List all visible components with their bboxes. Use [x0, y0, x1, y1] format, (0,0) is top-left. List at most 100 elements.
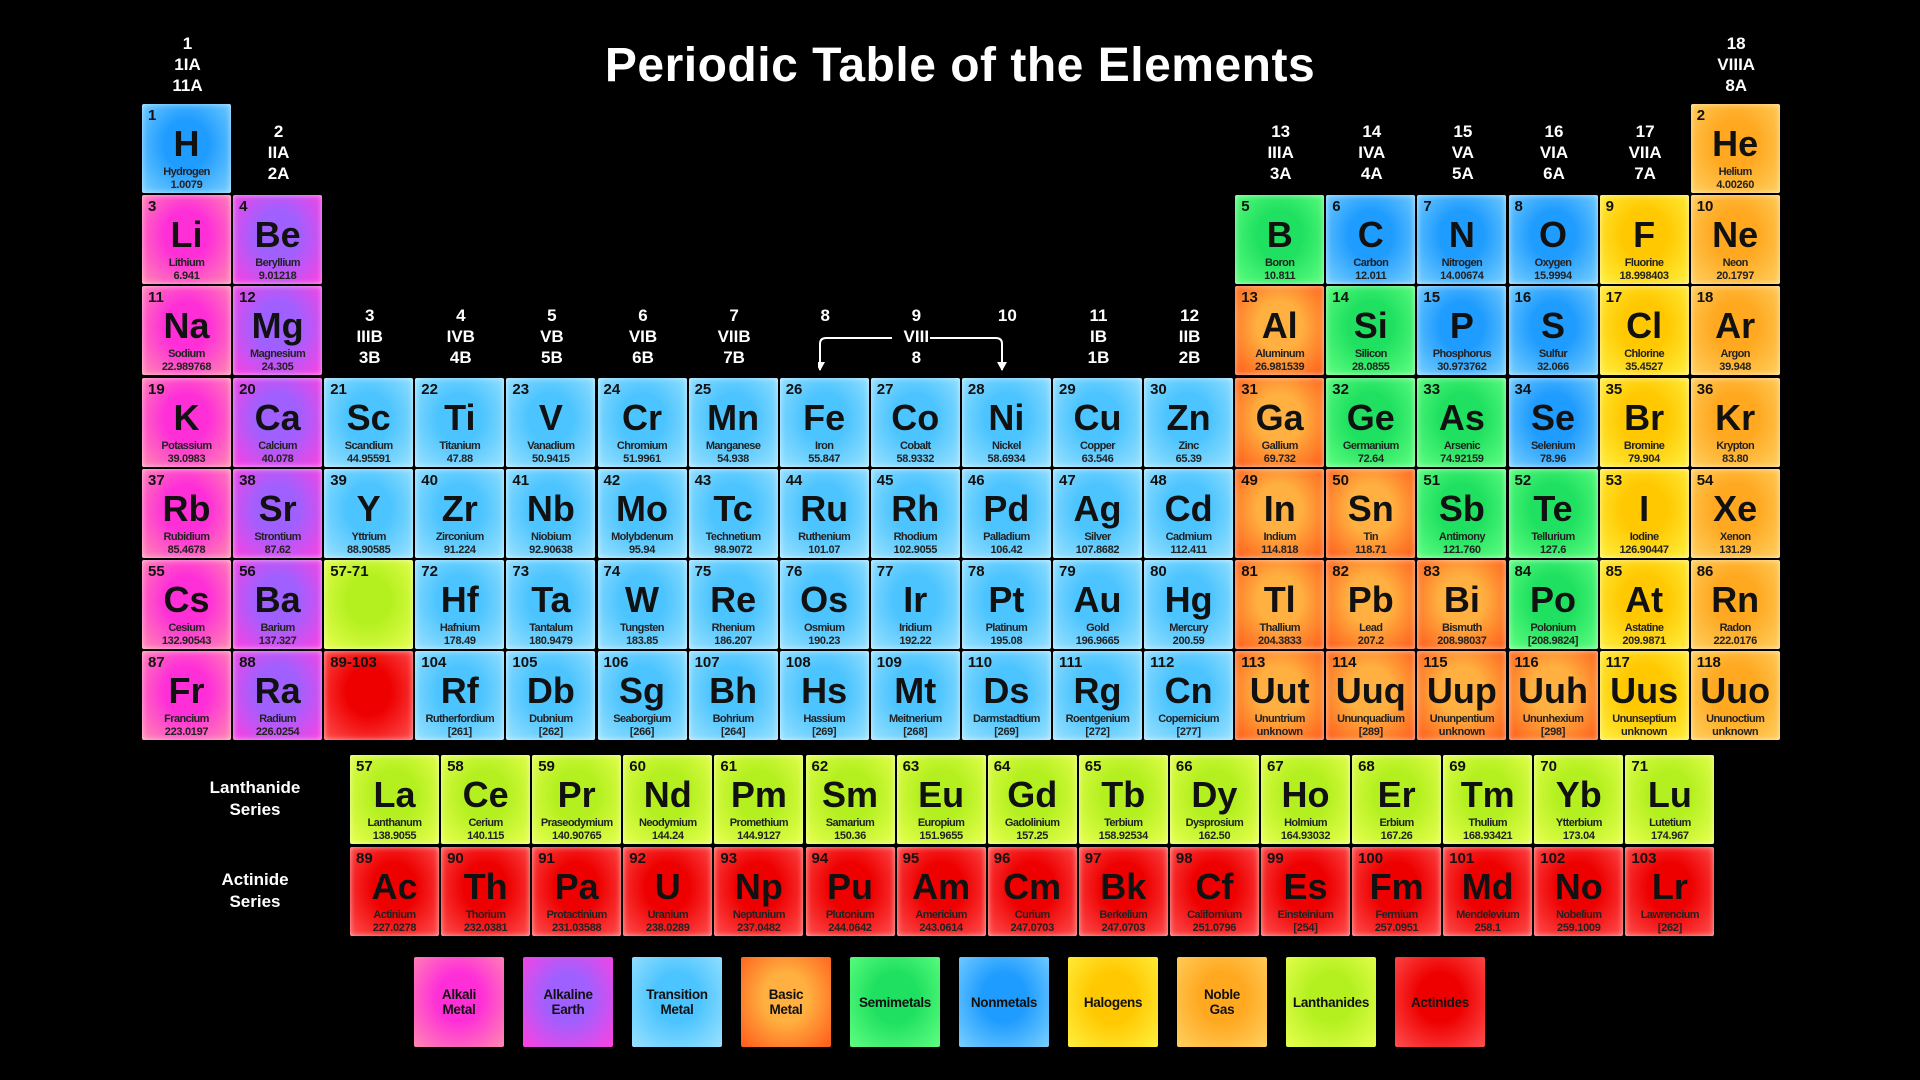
element-cell-89-103[interactable]: 89-103: [324, 651, 414, 741]
element-cell-Nb[interactable]: 41 Nb Niobium 92.90638: [506, 468, 596, 558]
element-cell-Cu[interactable]: 29 Cu Copper 63.546: [1053, 377, 1142, 467]
element-cell-Th[interactable]: 90 Th Thorium 232.0381: [441, 847, 531, 936]
element-cell-Eu[interactable]: 63 Eu Europium 151.9655: [896, 755, 986, 844]
element-cell-Fr[interactable]: 87 Fr Francium 223.0197: [142, 651, 231, 741]
element-cell-Pd[interactable]: 46 Pd Palladium 106.42: [961, 468, 1051, 558]
element-cell-Db[interactable]: 105 Db Dubnium [262]: [506, 651, 596, 741]
element-cell-Mn[interactable]: 25 Mn Manganese 54.938: [688, 377, 778, 467]
element-cell-Rn[interactable]: 86 Rn Radon 222.0176: [1690, 560, 1780, 649]
element-cell-Mo[interactable]: 42 Mo Molybdenum 95.94: [597, 468, 687, 558]
element-cell-Ba[interactable]: 56 Ba Barium 137.327: [233, 560, 323, 649]
element-cell-Br[interactable]: 35 Br Bromine 79.904: [1599, 377, 1689, 467]
element-cell-Rh[interactable]: 45 Rh Rhodium 102.9055: [870, 468, 960, 558]
element-cell-Er[interactable]: 68 Er Erbium 167.26: [1352, 755, 1442, 844]
element-cell-Zn[interactable]: 30 Zn Zinc 65.39: [1144, 377, 1234, 467]
element-cell-Cd[interactable]: 48 Cd Cadmium 112.411: [1144, 468, 1234, 558]
element-cell-Tm[interactable]: 69 Tm Thulium 168.93421: [1443, 755, 1533, 844]
element-cell-Dy[interactable]: 66 Dy Dysprosium 162.50: [1169, 755, 1259, 844]
element-cell-Kr[interactable]: 36 Kr Krypton 83.80: [1690, 377, 1780, 467]
element-cell-Cl[interactable]: 17 Cl Chlorine 35.4527: [1599, 286, 1689, 376]
element-cell-57-71[interactable]: 57-71: [324, 560, 414, 649]
element-cell-Si[interactable]: 14 Si Silicon 28.0855: [1326, 286, 1416, 376]
element-cell-Fm[interactable]: 100 Fm Fermium 257.0951: [1352, 847, 1442, 936]
element-cell-W[interactable]: 74 W Tungsten 183.85: [597, 560, 687, 649]
element-cell-Cs[interactable]: 55 Cs Cesium 132.90543: [142, 560, 231, 649]
element-cell-Au[interactable]: 79 Au Gold 196.9665: [1053, 560, 1142, 649]
element-cell-Cr[interactable]: 24 Cr Chromium 51.9961: [597, 377, 687, 467]
element-cell-Tl[interactable]: 81 Tl Thallium 204.3833: [1235, 560, 1325, 649]
element-cell-F[interactable]: 9 F Fluorine 18.998403: [1599, 195, 1689, 285]
element-cell-Ge[interactable]: 32 Ge Germanium 72.64: [1326, 377, 1416, 467]
element-cell-Uuq[interactable]: 114 Uuq Ununquadium [289]: [1326, 651, 1416, 741]
element-cell-I[interactable]: 53 I Iodine 126.90447: [1599, 468, 1689, 558]
element-cell-Gd[interactable]: 64 Gd Gadolinium 157.25: [987, 755, 1077, 844]
element-cell-Al[interactable]: 13 Al Aluminum 26.981539: [1235, 286, 1325, 376]
element-cell-Hs[interactable]: 108 Hs Hassium [269]: [779, 651, 869, 741]
element-cell-Bi[interactable]: 83 Bi Bismuth 208.98037: [1417, 560, 1507, 649]
element-cell-Hg[interactable]: 80 Hg Mercury 200.59: [1144, 560, 1234, 649]
element-cell-Ds[interactable]: 110 Ds Darmstadtium [269]: [961, 651, 1051, 741]
element-cell-Re[interactable]: 75 Re Rhenium 186.207: [688, 560, 778, 649]
element-cell-He[interactable]: 2 He Helium 4.00260: [1690, 104, 1780, 193]
element-cell-Ir[interactable]: 77 Ir Iridium 192.22: [870, 560, 960, 649]
element-cell-Sg[interactable]: 106 Sg Seaborgium [266]: [597, 651, 687, 741]
element-cell-S[interactable]: 16 S Sulfur 32.066: [1508, 286, 1598, 376]
element-cell-Sb[interactable]: 51 Sb Antimony 121.760: [1417, 468, 1507, 558]
element-cell-Ar[interactable]: 18 Ar Argon 39.948: [1690, 286, 1780, 376]
element-cell-La[interactable]: 57 La Lanthanum 138.9055: [350, 755, 439, 844]
element-cell-Zr[interactable]: 40 Zr Zirconium 91.224: [415, 468, 505, 558]
element-cell-Nd[interactable]: 60 Nd Neodymium 144.24: [623, 755, 713, 844]
element-cell-Yb[interactable]: 70 Yb Ytterbium 173.04: [1534, 755, 1624, 844]
element-cell-P[interactable]: 15 P Phosphorus 30.973762: [1417, 286, 1507, 376]
element-cell-In[interactable]: 49 In Indium 114.818: [1235, 468, 1325, 558]
element-cell-Ag[interactable]: 47 Ag Silver 107.8682: [1053, 468, 1142, 558]
element-cell-Se[interactable]: 34 Se Selenium 78.96: [1508, 377, 1598, 467]
element-cell-N[interactable]: 7 N Nitrogen 14.00674: [1417, 195, 1507, 285]
element-cell-Rb[interactable]: 37 Rb Rubidium 85.4678: [142, 468, 231, 558]
element-cell-Tb[interactable]: 65 Tb Terbium 158.92534: [1078, 755, 1168, 844]
element-cell-Mt[interactable]: 109 Mt Meitnerium [268]: [870, 651, 960, 741]
element-cell-Ga[interactable]: 31 Ga Gallium 69.732: [1235, 377, 1325, 467]
element-cell-Np[interactable]: 93 Np Neptunium 237.0482: [714, 847, 804, 936]
element-cell-Uup[interactable]: 115 Uup Ununpentium unknown: [1417, 651, 1507, 741]
element-cell-Ni[interactable]: 28 Ni Nickel 58.6934: [961, 377, 1051, 467]
element-cell-Uuo[interactable]: 118 Uuo Ununoctium unknown: [1690, 651, 1780, 741]
element-cell-Os[interactable]: 76 Os Osmium 190.23: [779, 560, 869, 649]
element-cell-Li[interactable]: 3 Li Lithium 6.941: [142, 195, 231, 285]
element-cell-Sc[interactable]: 21 Sc Scandium 44.95591: [324, 377, 414, 467]
element-cell-K[interactable]: 19 K Potassium 39.0983: [142, 377, 231, 467]
element-cell-Uuh[interactable]: 116 Uuh Ununhexium [298]: [1508, 651, 1598, 741]
element-cell-As[interactable]: 33 As Arsenic 74.92159: [1417, 377, 1507, 467]
element-cell-Es[interactable]: 99 Es Einsteinium [254]: [1261, 847, 1350, 936]
element-cell-Xe[interactable]: 54 Xe Xenon 131.29: [1690, 468, 1780, 558]
element-cell-O[interactable]: 8 O Oxygen 15.9994: [1508, 195, 1598, 285]
element-cell-Ho[interactable]: 67 Ho Holmium 164.93032: [1261, 755, 1350, 844]
element-cell-Ce[interactable]: 58 Ce Cerium 140.115: [441, 755, 531, 844]
element-cell-U[interactable]: 92 U Uranium 238.0289: [623, 847, 713, 936]
element-cell-Ru[interactable]: 44 Ru Ruthenium 101.07: [779, 468, 869, 558]
element-cell-Bk[interactable]: 97 Bk Berkelium 247.0703: [1078, 847, 1168, 936]
element-cell-Bh[interactable]: 107 Bh Bohrium [264]: [688, 651, 778, 741]
element-cell-Pm[interactable]: 61 Pm Promethium 144.9127: [714, 755, 804, 844]
element-cell-Rf[interactable]: 104 Rf Rutherfordium [261]: [415, 651, 505, 741]
element-cell-Pt[interactable]: 78 Pt Platinum 195.08: [961, 560, 1051, 649]
element-cell-At[interactable]: 85 At Astatine 209.9871: [1599, 560, 1689, 649]
element-cell-Pu[interactable]: 94 Pu Plutonium 244.0642: [805, 847, 895, 936]
element-cell-Uus[interactable]: 117 Uus Ununseptium unknown: [1599, 651, 1689, 741]
element-cell-Lu[interactable]: 71 Lu Lutetium 174.967: [1625, 755, 1715, 844]
element-cell-Y[interactable]: 39 Y Yttrium 88.90585: [324, 468, 414, 558]
element-cell-Sm[interactable]: 62 Sm Samarium 150.36: [805, 755, 895, 844]
element-cell-Ta[interactable]: 73 Ta Tantalum 180.9479: [506, 560, 596, 649]
element-cell-Md[interactable]: 101 Md Mendelevium 258.1: [1443, 847, 1533, 936]
element-cell-Uut[interactable]: 113 Uut Ununtrium unknown: [1235, 651, 1325, 741]
element-cell-No[interactable]: 102 No Nobelium 259.1009: [1534, 847, 1624, 936]
element-cell-Cn[interactable]: 112 Cn Copernicium [277]: [1144, 651, 1234, 741]
element-cell-Ca[interactable]: 20 Ca Calcium 40.078: [233, 377, 323, 467]
element-cell-H[interactable]: 1 H Hydrogen 1.0079: [142, 104, 231, 193]
element-cell-Hf[interactable]: 72 Hf Hafnium 178.49: [415, 560, 505, 649]
element-cell-Na[interactable]: 11 Na Sodium 22.989768: [142, 286, 231, 376]
element-cell-Tc[interactable]: 43 Tc Technetium 98.9072: [688, 468, 778, 558]
element-cell-Pr[interactable]: 59 Pr Praseodymium 140.90765: [532, 755, 622, 844]
element-cell-Ra[interactable]: 88 Ra Radium 226.0254: [233, 651, 323, 741]
element-cell-Te[interactable]: 52 Te Tellurium 127.6: [1508, 468, 1598, 558]
